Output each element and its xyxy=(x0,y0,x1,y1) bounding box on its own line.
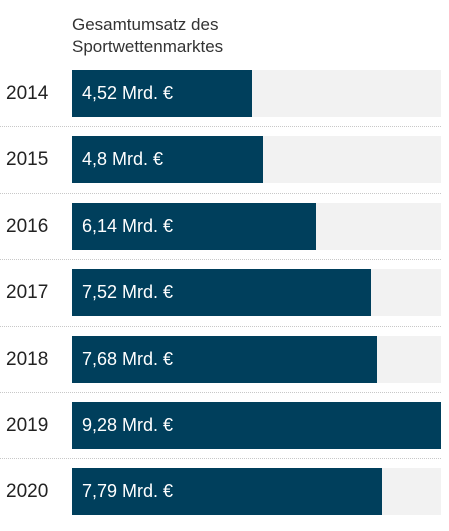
category-label: 2016 xyxy=(6,215,49,237)
bar-row: 2016 6,14 Mrd. € xyxy=(0,194,449,261)
bar-row: 2020 7,79 Mrd. € xyxy=(0,459,449,525)
category-label: 2014 xyxy=(6,83,49,104)
data-label: 9,28 Mrd. € xyxy=(82,414,174,435)
bar: 7,68 Mrd. € xyxy=(72,335,378,383)
data-label: 4,8 Mrd. € xyxy=(82,149,164,170)
bar-track: 7,68 Mrd. € xyxy=(72,335,441,383)
data-label: 4,52 Mrd. € xyxy=(82,83,174,103)
bar-row: 2019 9,28 Mrd. € xyxy=(0,393,449,460)
bar-track: 6,14 Mrd. € xyxy=(72,202,441,250)
bar: 6,14 Mrd. € xyxy=(72,202,317,250)
bar-row: 2018 7,68 Mrd. € xyxy=(0,327,449,394)
bar-row: 2015 4,8 Mrd. € xyxy=(0,127,449,195)
bar-track: 4,8 Mrd. € xyxy=(72,136,441,184)
data-label: 6,14 Mrd. € xyxy=(82,215,174,236)
chart-rows: 2014 4,52 Mrd. € 2015 4,8 Mrd. € 2016 6,14 Mr… xyxy=(0,61,449,526)
category-label: 2015 xyxy=(6,149,49,171)
category-label: 2020 xyxy=(6,481,49,503)
data-label: 7,79 Mrd. € xyxy=(82,481,174,502)
category-label: 2018 xyxy=(6,348,49,370)
bar: 9,28 Mrd. € xyxy=(72,401,441,449)
bar: 4,8 Mrd. € xyxy=(72,136,263,184)
data-label: 7,68 Mrd. € xyxy=(82,348,174,369)
bar-row: 2017 7,52 Mrd. € xyxy=(0,260,449,327)
bar: 7,79 Mrd. € xyxy=(72,468,382,516)
bar-row: 2014 4,52 Mrd. € xyxy=(0,61,449,128)
bar: 4,52 Mrd. € xyxy=(72,70,252,117)
bar-track: 9,28 Mrd. € xyxy=(72,401,441,449)
bar-track: 7,52 Mrd. € xyxy=(72,269,441,317)
bar-track: 4,52 Mrd. € xyxy=(72,70,441,117)
data-label: 7,52 Mrd. € xyxy=(82,282,174,303)
category-label: 2019 xyxy=(6,414,49,436)
bar-track: 7,79 Mrd. € xyxy=(72,468,441,516)
bar: 7,52 Mrd. € xyxy=(72,269,372,317)
category-label: 2017 xyxy=(6,282,49,304)
column-header: Gesamtumsatz des Sportwettenmarktes xyxy=(72,15,224,56)
